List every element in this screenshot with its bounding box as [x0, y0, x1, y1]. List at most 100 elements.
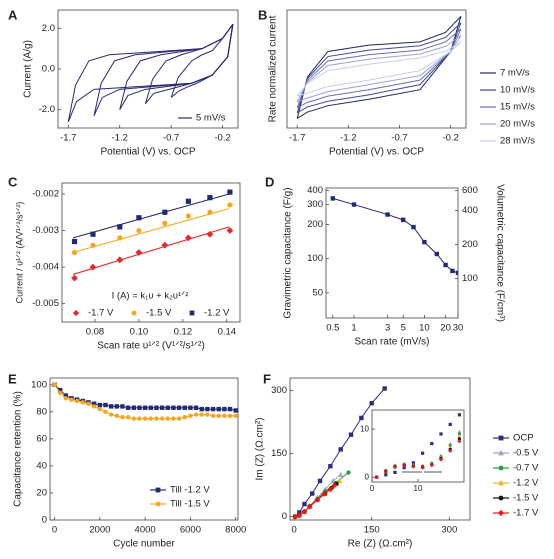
- marker: [233, 413, 238, 419]
- marker: [429, 463, 434, 468]
- marker: [142, 405, 148, 410]
- x-tick-label: 0: [52, 525, 57, 536]
- y-axis-label: Capacitance retention (%): [13, 391, 24, 507]
- legend-label: -1.2 V: [204, 308, 230, 319]
- panel-label: E: [8, 371, 17, 386]
- y2-tick-label: 600: [462, 185, 478, 196]
- marker: [434, 251, 440, 257]
- panel-label: F: [263, 371, 271, 386]
- marker: [317, 478, 323, 484]
- marker: [443, 262, 448, 268]
- marker: [374, 475, 379, 480]
- legend-marker: [72, 309, 80, 317]
- y-axis-label: Im (Z) (Ω.cm²): [255, 417, 266, 480]
- legend-marker: [155, 487, 161, 493]
- y-tick-label: 100: [307, 253, 323, 264]
- marker: [450, 268, 455, 274]
- x-tick-label: 0.5: [326, 323, 339, 334]
- marker: [331, 482, 338, 488]
- marker: [71, 238, 78, 245]
- marker: [205, 406, 210, 412]
- marker: [438, 457, 444, 462]
- marker: [148, 405, 153, 410]
- panel-label: B: [258, 7, 267, 22]
- x-tick-label: -1.2: [112, 133, 128, 144]
- marker: [154, 416, 159, 421]
- marker: [114, 404, 120, 409]
- marker: [351, 202, 357, 207]
- y-tick-label: 2.0: [42, 23, 55, 34]
- x-axis-label: Cycle number: [113, 539, 175, 550]
- marker: [57, 390, 63, 396]
- y-tick-label: 0: [365, 472, 370, 481]
- marker: [448, 422, 452, 426]
- marker: [348, 432, 354, 437]
- series-line: [296, 16, 462, 119]
- y2-axis-label: Volumetric capacitance (F/cm³): [494, 184, 505, 322]
- y-tick-label: 0.0: [42, 64, 55, 75]
- x-tick-label: -1.2: [340, 133, 356, 144]
- marker: [430, 442, 434, 446]
- series-line: [296, 35, 462, 103]
- x-tick-label: -0.7: [163, 133, 179, 144]
- marker: [457, 439, 462, 444]
- legend-label: -1.7 V: [88, 308, 114, 319]
- marker: [80, 400, 86, 405]
- marker: [176, 405, 182, 410]
- panel-label: A: [8, 7, 18, 22]
- series-line: [296, 28, 462, 109]
- marker: [421, 451, 425, 455]
- legend-marker: [131, 310, 137, 316]
- legend-marker: [498, 479, 504, 486]
- panel-label: C: [8, 174, 18, 189]
- marker: [108, 412, 114, 417]
- y-tick-label: 200: [307, 219, 323, 230]
- marker: [159, 416, 165, 421]
- marker: [393, 470, 397, 474]
- series-line: [93, 23, 234, 116]
- marker: [457, 413, 461, 417]
- marker: [199, 406, 204, 412]
- marker: [89, 263, 97, 271]
- marker: [297, 510, 302, 515]
- marker: [63, 396, 69, 401]
- marker: [383, 469, 388, 474]
- y-tick-label: -2.0: [39, 104, 55, 115]
- marker: [457, 429, 462, 434]
- marker: [74, 398, 80, 404]
- marker: [455, 270, 458, 276]
- fit-line: [72, 226, 230, 275]
- y-axis-label: Rate normalized current: [268, 15, 279, 122]
- x-tick-label: 0.08: [86, 327, 105, 338]
- legend-marker: [498, 435, 504, 441]
- marker: [188, 413, 193, 419]
- x-tick-label: 6000: [180, 525, 201, 536]
- legend-label: 10 mV/s: [500, 85, 535, 96]
- legend-marker: [498, 495, 504, 501]
- marker: [136, 227, 142, 234]
- series-line: [296, 22, 462, 114]
- marker: [457, 432, 461, 436]
- marker: [207, 195, 213, 201]
- x-tick-label: 10: [419, 323, 430, 334]
- y-tick-label: 100: [31, 379, 47, 390]
- marker: [457, 437, 461, 441]
- marker: [90, 231, 96, 237]
- y-tick-label: 50: [312, 287, 323, 298]
- y-tick-label: -0.004: [32, 262, 59, 273]
- y-tick-label: 0: [282, 511, 287, 522]
- marker: [135, 249, 143, 256]
- legend-marker: [498, 465, 504, 471]
- y2-tick-label: 200: [462, 239, 478, 250]
- x-tick-label: -0.2: [442, 133, 458, 144]
- marker: [207, 209, 213, 215]
- x-tick-label: -1.7: [60, 133, 76, 144]
- marker: [71, 249, 78, 256]
- marker: [162, 220, 168, 226]
- marker: [97, 402, 103, 408]
- marker: [222, 406, 227, 412]
- marker: [108, 404, 114, 409]
- marker: [411, 464, 416, 469]
- marker: [90, 242, 96, 248]
- marker: [328, 464, 333, 469]
